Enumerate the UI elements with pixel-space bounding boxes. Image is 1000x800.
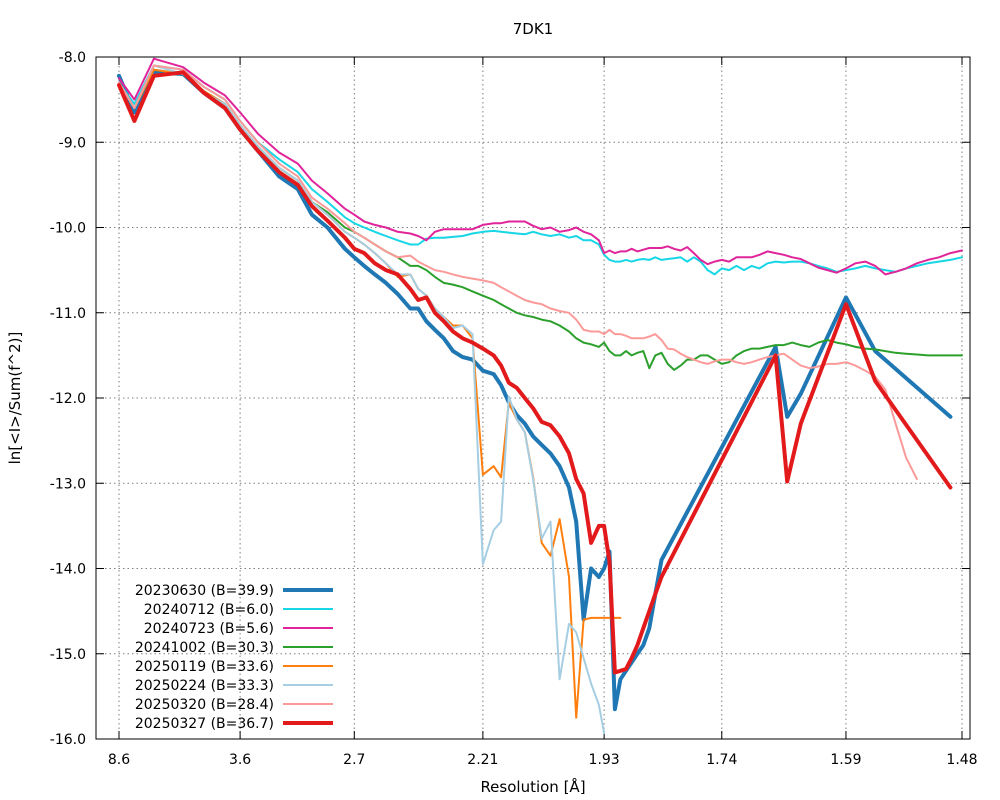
y-tick-label: -8.0: [59, 50, 86, 66]
legend-label: 20250320 (B=28.4): [135, 697, 274, 713]
y-tick-label: -15.0: [50, 647, 86, 663]
legend-label: 20250327 (B=36.7): [135, 716, 274, 732]
legend-label: 20240712 (B=6.0): [144, 602, 274, 618]
x-tick-label: 1.74: [706, 752, 737, 768]
x-tick-label: 2.21: [467, 752, 498, 768]
x-axis-title: Resolution [Å]: [480, 777, 585, 796]
chart-title: 7DK1: [513, 20, 553, 38]
legend-label: 20240723 (B=5.6): [144, 621, 274, 637]
series-line: [118, 68, 963, 371]
x-tick-label: 2.7: [343, 752, 365, 768]
legend-label: 20241002 (B=30.3): [135, 640, 274, 656]
legend: 20230630 (B=39.9) 20240712 (B=6.0) 2024072…: [135, 583, 333, 732]
legend-label: 20230630 (B=39.9): [135, 583, 274, 599]
x-tick-label: 3.6: [229, 752, 251, 768]
y-tick-label: -12.0: [50, 391, 86, 407]
series-line: [118, 64, 918, 480]
series-line: [118, 57, 963, 276]
legend-label: 20250224 (B=33.3): [135, 678, 274, 694]
y-tick-label: -9.0: [59, 135, 86, 151]
series-layer: [117, 57, 963, 734]
y-tick-label: -13.0: [50, 476, 86, 492]
tick-layer: 8.6 3.6 2.7 2.21 1.93 1.74 1.59 1.48 -8.0 -9.0 -10…: [50, 50, 978, 768]
y-axis-title: ln[<I>/Sum(f^2)]: [6, 332, 24, 465]
plot-frame: [95, 56, 971, 740]
series-line: [118, 64, 963, 276]
x-tick-label: 1.59: [830, 752, 861, 768]
legend-label: 20250119 (B=33.6): [135, 659, 274, 675]
x-tick-label: 1.48: [946, 752, 977, 768]
y-tick-label: -10.0: [50, 221, 86, 237]
series-line: [117, 70, 953, 675]
y-tick-label: -11.0: [50, 306, 86, 322]
y-tick-label: -14.0: [50, 562, 86, 578]
x-tick-label: 8.6: [108, 752, 130, 768]
x-tick-label: 1.93: [589, 752, 620, 768]
y-tick-label: -16.0: [50, 732, 86, 748]
